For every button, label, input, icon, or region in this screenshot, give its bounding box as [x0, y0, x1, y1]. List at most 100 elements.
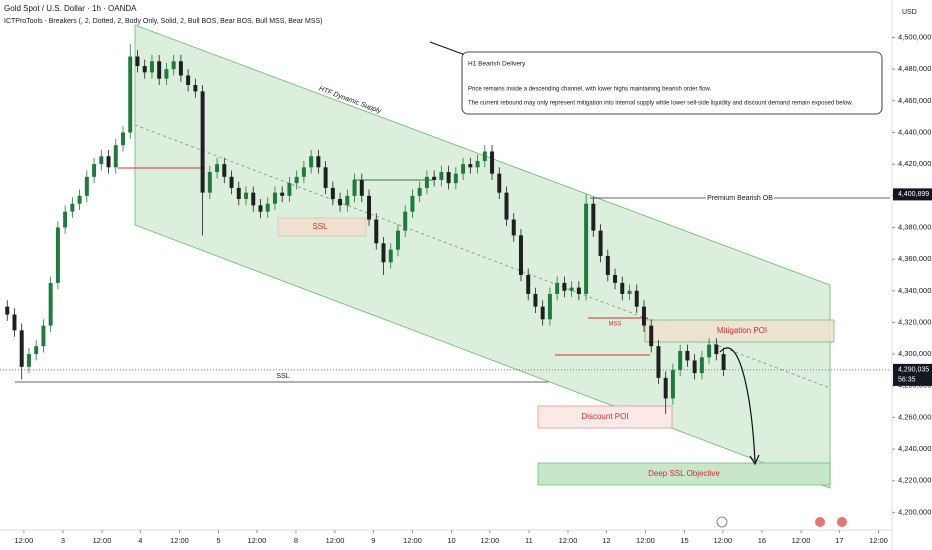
candle-body: [424, 176, 429, 188]
candle-body: [294, 176, 299, 184]
x-tick-label: 9: [371, 536, 375, 545]
candle-body: [352, 179, 357, 196]
candle-body: [526, 274, 531, 294]
candle-body: [92, 164, 97, 177]
event-icon[interactable]: [716, 516, 728, 528]
ssl-box: [277, 217, 367, 237]
ssl-line-label: SSL: [276, 373, 289, 380]
channel-midline: [134, 124, 831, 389]
candle-body: [251, 192, 256, 206]
y-tick-label: 4,200,000: [898, 507, 931, 516]
candle-body: [540, 306, 545, 320]
x-tick-label: 17: [835, 536, 843, 545]
x-tick-label: 12:00: [480, 536, 499, 545]
candle-body: [417, 187, 422, 196]
mss-label: MSS: [608, 322, 621, 328]
candle-body: [34, 346, 39, 355]
candle-body: [215, 164, 220, 173]
x-tick-label: 12:00: [247, 536, 266, 545]
candle-body: [663, 377, 668, 399]
x-tick-label: 10: [447, 536, 455, 545]
candle-body: [12, 314, 17, 331]
candle-body: [518, 235, 523, 275]
y-tick-label: 4,300,000: [898, 349, 931, 358]
candle-body: [591, 203, 596, 231]
x-tick-label: 15: [680, 536, 688, 545]
candle-body: [77, 195, 82, 204]
candle-body: [84, 176, 89, 196]
candle-body: [70, 203, 75, 212]
y-tick-label: 4,260,000: [898, 412, 931, 421]
event-icon[interactable]: [837, 517, 847, 527]
arrow-head: [749, 454, 760, 466]
y-tick-label: 4,440,000: [898, 127, 931, 136]
candle-body: [707, 344, 712, 358]
candle-body: [367, 195, 372, 220]
candle-body: [656, 346, 661, 378]
candle-body: [309, 156, 314, 168]
candle-body: [63, 211, 68, 228]
x-tick-label: 12:00: [403, 536, 422, 545]
candle-body: [432, 176, 437, 180]
candle-body: [121, 132, 125, 146]
candle-body: [55, 227, 60, 283]
x-tick-label: 3: [61, 536, 65, 545]
countdown: 56:35: [898, 377, 916, 384]
candle-body: [605, 255, 610, 275]
y-tick-label: 4,360,000: [898, 254, 931, 263]
x-tick-label: 4: [138, 536, 142, 545]
x-tick-label: 11: [525, 536, 533, 545]
candle-body: [403, 211, 408, 231]
candle-body: [19, 330, 24, 367]
y-tick-label: 4,220,000: [898, 476, 931, 485]
candle-body: [301, 167, 306, 177]
premium-label: Premium Bearish OB: [707, 195, 773, 202]
candle-body: [41, 325, 46, 347]
y-tick-label: 4,500,000: [898, 33, 931, 42]
candle-body: [598, 230, 603, 256]
y-tick-label: 4,340,000: [898, 286, 931, 295]
x-tick-label: 12:00: [869, 536, 888, 545]
candle-body: [26, 354, 31, 367]
candle-body: [157, 61, 162, 79]
x-tick-label: 12: [602, 536, 610, 545]
candle-body: [338, 198, 343, 206]
candle-body: [395, 230, 400, 250]
event-icon[interactable]: [815, 517, 825, 527]
candle-body: [142, 66, 147, 73]
x-tick-label: 12:00: [792, 536, 811, 545]
candle-body: [48, 282, 53, 326]
candle-body: [345, 195, 350, 206]
candle-body: [272, 192, 277, 204]
price-label-bg: [893, 188, 932, 201]
callout-title: H1 Bearish Delivery: [468, 61, 526, 68]
y-tick-label: 4,480,000: [898, 64, 931, 73]
candle-body: [258, 205, 263, 212]
candle-body: [359, 179, 364, 196]
deep-label: Deep SSL Objective: [648, 469, 720, 478]
y-tick-label: 4,460,000: [898, 96, 931, 105]
candle-body: [613, 274, 618, 283]
candle-body: [468, 164, 473, 168]
candle-body: [128, 56, 133, 133]
x-tick-label: 12:00: [170, 536, 189, 545]
price-label: 4,400,899: [898, 191, 929, 198]
candle-body: [287, 183, 292, 196]
axes: 4,200,0004,220,0004,240,0004,260,0004,28…: [14, 33, 932, 545]
candle-body: [229, 176, 234, 188]
candle-body: [374, 219, 379, 244]
candle-body: [533, 293, 538, 307]
plot-area: HTF Dynamic Supply SSL SSL MSS Premium B…: [0, 24, 890, 528]
candle-body: [576, 287, 581, 294]
ssl-box-label: SSL: [312, 222, 328, 231]
discount-label: Discount POI: [581, 412, 628, 421]
x-tick-label: 16: [758, 536, 766, 545]
candle-body: [5, 306, 10, 315]
candle-body: [497, 173, 502, 193]
y-tick-label: 4,320,000: [898, 317, 931, 326]
candle-body: [555, 282, 560, 294]
projection-arrow: [719, 347, 756, 463]
candle-body: [453, 173, 458, 184]
callout-text: The current rebound may only represent m…: [468, 101, 853, 107]
